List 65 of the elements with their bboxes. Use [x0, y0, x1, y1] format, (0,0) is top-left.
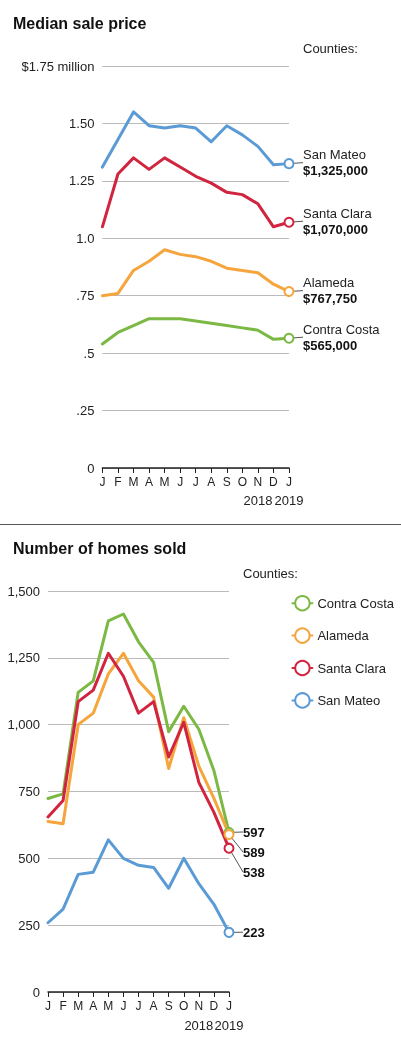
x-tick-label: O	[179, 999, 189, 1013]
y-tick-label: 1,500	[7, 583, 40, 599]
legend-label: Santa Clara	[317, 660, 387, 676]
series-label: San Mateo	[303, 147, 366, 163]
y-tick-label: 500	[18, 850, 40, 866]
x-tick-label: J	[120, 999, 127, 1013]
x-tick-label: J	[135, 999, 142, 1013]
x-tick-label: M	[128, 475, 139, 489]
y-tick-label: 250	[18, 917, 40, 933]
legend-title: Counties:	[243, 566, 298, 581]
y-tick-label: 1,250	[7, 650, 40, 666]
y-tick-label: .25	[76, 403, 95, 419]
x-tick-label: J	[286, 475, 292, 489]
data-label: 589	[243, 844, 265, 860]
x-tick-label: A	[89, 999, 98, 1013]
chart-title: Median sale price	[13, 14, 147, 32]
x-tick-label: O	[237, 475, 248, 489]
x-tick-label: S	[222, 475, 231, 489]
text: $767,750	[303, 291, 358, 307]
text: 2018	[184, 1018, 214, 1033]
legend-label: Alameda	[317, 628, 370, 644]
y-tick-label: 0	[87, 460, 95, 476]
x-tick-label: A	[149, 999, 158, 1013]
y-tick-label: 0	[32, 984, 40, 1000]
text: $1,325,000	[303, 163, 369, 179]
text: $1,070,000	[303, 221, 369, 237]
x-tick-label: A	[145, 475, 154, 489]
text: 2019	[214, 1018, 244, 1033]
series-label: Contra Costa	[303, 321, 381, 337]
x-tick-label: A	[207, 475, 216, 489]
y-tick-label: .5	[83, 345, 95, 361]
x-tick-label: N	[194, 999, 204, 1013]
series-label: Alameda	[303, 275, 356, 291]
x-tick-label: N	[253, 475, 263, 489]
legend-label: San Mateo	[317, 692, 381, 708]
x-tick-label: F	[114, 475, 122, 489]
y-tick-label: 1.50	[69, 115, 95, 131]
y-tick-label: 1.0	[76, 230, 95, 246]
y-tick-label: .75	[76, 288, 95, 304]
data-label: 538	[243, 864, 265, 880]
x-tick-label: J	[177, 475, 184, 489]
x-tick-label: M	[159, 475, 170, 489]
legend-label: Contra Costa	[317, 595, 395, 611]
chart-title: Number of homes sold	[13, 539, 187, 557]
x-tick-label: M	[103, 999, 114, 1013]
x-tick-label: D	[269, 475, 279, 489]
x-tick-label: J	[45, 999, 51, 1013]
y-tick-label: 1.25	[69, 173, 95, 189]
y-tick-label: 1,000	[7, 717, 40, 733]
x-tick-label: J	[192, 475, 199, 489]
x-tick-label: M	[73, 999, 84, 1013]
text: 2018	[243, 493, 273, 508]
legend-title: Counties:	[303, 41, 358, 56]
y-tick-label: $1.75 million	[21, 58, 95, 74]
data-label: 223	[243, 924, 265, 940]
y-tick-label: 750	[18, 784, 40, 799]
data-label: 597	[243, 824, 265, 840]
text: 2019	[274, 493, 304, 508]
x-tick-label: J	[226, 999, 232, 1013]
series-label: Santa Clara	[303, 205, 373, 221]
text: $565,000	[303, 337, 358, 353]
x-tick-label: J	[99, 475, 106, 489]
x-tick-label: F	[59, 999, 67, 1013]
x-tick-label: S	[164, 999, 173, 1013]
x-tick-label: D	[209, 999, 219, 1013]
